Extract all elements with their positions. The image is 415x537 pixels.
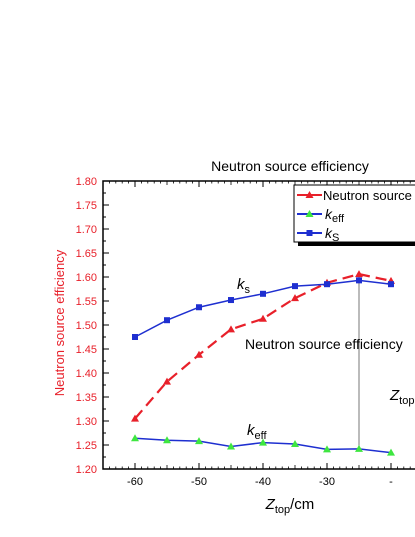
- series-nse-point: [291, 294, 299, 302]
- series-ks-point: [324, 281, 330, 288]
- legend-keff-marker: [305, 210, 314, 217]
- y-ticks: 1.20 1.25 1.30 1.35 1.40 1.45 1.50 1.55 1.60 1.65…: [76, 176, 109, 476]
- series-nse-point: [131, 414, 139, 422]
- y-tick-label: 1.75: [76, 200, 97, 212]
- series-ks-point: [164, 317, 170, 324]
- series-keff-point: [355, 444, 363, 452]
- series-keff-point: [323, 445, 331, 453]
- legend-entry-nse: Neutron source: [297, 188, 412, 203]
- y-tick-label: 1.60: [76, 272, 97, 284]
- legend-nse-label: Neutron source: [323, 188, 412, 203]
- series-keff-point: [387, 448, 395, 456]
- y-tick-label: 1.20: [76, 464, 97, 476]
- ztop-annotation-main: Z: [389, 387, 400, 404]
- x-tick-label: -: [389, 476, 393, 488]
- series-keff-point: [227, 442, 235, 450]
- x-tick-label: -30: [319, 476, 335, 488]
- series-ks-point: [356, 277, 362, 284]
- series-nse-point: [259, 314, 267, 322]
- series-keff-point: [163, 436, 171, 444]
- ztop-annotation-sub: top: [399, 395, 414, 407]
- nse-annotation: Neutron source efficiency: [245, 336, 403, 352]
- y-tick-label: 1.45: [76, 344, 97, 356]
- legend-keff-label: keff: [325, 206, 345, 225]
- ks-annotation-sub: s: [245, 284, 251, 296]
- series-keff-point: [291, 440, 299, 448]
- keff-annotation: keff: [247, 422, 267, 442]
- y-tick-label: 1.50: [76, 320, 97, 332]
- y-tick-label: 1.25: [76, 440, 97, 452]
- y-tick-label: 1.40: [76, 368, 97, 380]
- x-tick-label: -50: [191, 476, 207, 488]
- series-nse-line: [134, 272, 392, 420]
- y-tick-label: 1.55: [76, 296, 97, 308]
- series-ks-point: [132, 334, 138, 340]
- x-tick-label: -40: [255, 476, 271, 488]
- series-nse-point: [195, 350, 203, 358]
- y-tick-label: 1.30: [76, 416, 97, 428]
- series-keff-point: [131, 434, 139, 442]
- series-ks-point: [260, 290, 266, 297]
- x-axis-label: Ztop/cm: [265, 496, 315, 516]
- series-ks-point: [228, 297, 234, 304]
- legend-ks-main: k: [325, 225, 333, 241]
- y-tick-label: 1.35: [76, 392, 97, 404]
- series-ks-point: [196, 304, 202, 311]
- series-ks-point: [292, 283, 298, 290]
- series-keff-point: [259, 438, 267, 446]
- y-axis-label: Neutron source efficiency: [52, 249, 67, 396]
- y-tick-label: 1.65: [76, 248, 97, 260]
- x-ticks: -60 -50 -40 -30 -: [109, 181, 411, 488]
- x-axis-label-sub: top: [275, 504, 290, 516]
- legend-keff-main: k: [325, 206, 333, 222]
- legend-entry-ks: kS: [297, 225, 339, 244]
- legend-nse-marker: [305, 191, 314, 198]
- ks-annotation-main: k: [237, 276, 246, 293]
- series-layer: [131, 270, 395, 456]
- series-nse-point: [227, 325, 235, 333]
- keff-annotation-main: k: [247, 422, 256, 439]
- x-axis-label-unit: /cm: [290, 496, 314, 513]
- x-axis-label-main: Z: [265, 496, 276, 513]
- legend-entry-keff: keff: [297, 206, 345, 225]
- y-tick-label: 1.70: [76, 224, 97, 236]
- keff-annotation-sub: eff: [255, 430, 268, 442]
- series-ks-point: [388, 281, 394, 288]
- series-nse-point: [163, 377, 171, 385]
- legend-shadow: [298, 241, 415, 246]
- y-tick-label: 1.80: [76, 176, 97, 188]
- series-nse-point: [355, 270, 363, 278]
- x-tick-label: -60: [127, 476, 143, 488]
- legend: Neutron source keff kS: [293, 184, 415, 246]
- legend-keff-sub: eff: [332, 213, 345, 225]
- legend-ks-label: kS: [325, 225, 339, 244]
- chart-title: Neutron source efficiency: [211, 158, 369, 174]
- ztop-annotation: Ztop: [389, 387, 414, 407]
- legend-ks-marker: [306, 230, 313, 236]
- series-ks-line: [134, 279, 392, 338]
- ks-annotation: ks: [237, 276, 251, 296]
- legend-ks-sub: S: [332, 232, 339, 244]
- series-keff-point: [195, 437, 203, 445]
